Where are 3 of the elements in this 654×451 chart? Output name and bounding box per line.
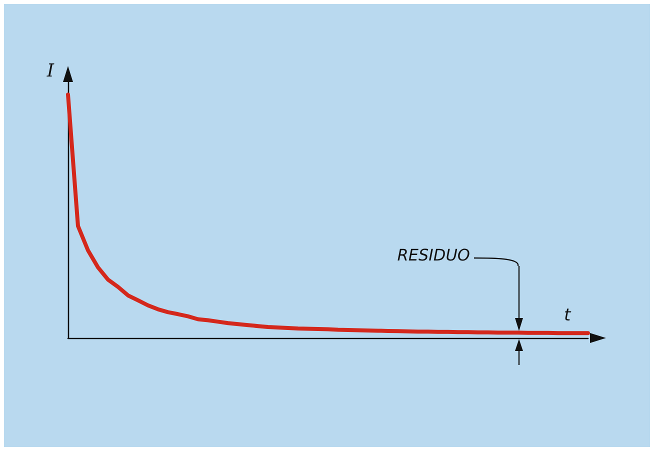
annotation: RESIDUO: [397, 246, 470, 264]
y-axis-title: I: [46, 60, 55, 82]
x-axis-title: t: [564, 306, 572, 326]
